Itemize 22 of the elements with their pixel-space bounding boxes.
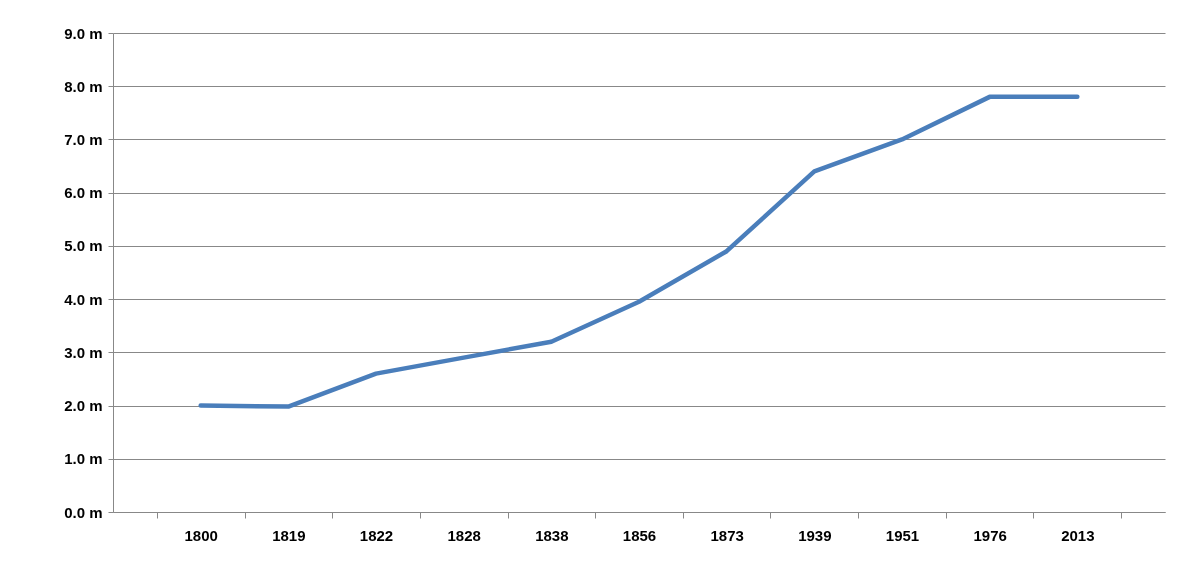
x-tick-label: 2013 [1061, 526, 1095, 544]
x-tick-label: 1800 [184, 526, 218, 544]
y-tick-label: 1.0 m [64, 450, 103, 468]
y-tick-label: 2.0 m [64, 397, 103, 415]
y-tick-label: 8.0 m [64, 77, 103, 95]
x-tick-label: 1856 [622, 526, 657, 544]
y-tick-label: 4.0 m [64, 290, 103, 308]
y-tick-label: 7.0 m [64, 130, 103, 148]
x-tick-label: 1819 [272, 526, 306, 544]
x-tick-label: 1951 [885, 526, 920, 544]
y-tick-label: 3.0 m [64, 343, 103, 361]
x-tick-label: 1873 [710, 526, 744, 544]
x-tick-label: 1828 [447, 526, 481, 544]
y-tick-label: 9.0 m [64, 24, 103, 42]
x-tick-label: 1939 [798, 526, 832, 544]
x-tick-label: 1838 [535, 526, 569, 544]
line-series [198, 94, 1080, 409]
x-tick-label: 1976 [973, 526, 1007, 544]
y-tick-label: 0.0 m [64, 503, 103, 521]
y-tick-label: 6.0 m [64, 184, 103, 202]
y-tick-label: 5.0 m [64, 237, 103, 255]
x-tick-label: 1822 [359, 526, 394, 544]
